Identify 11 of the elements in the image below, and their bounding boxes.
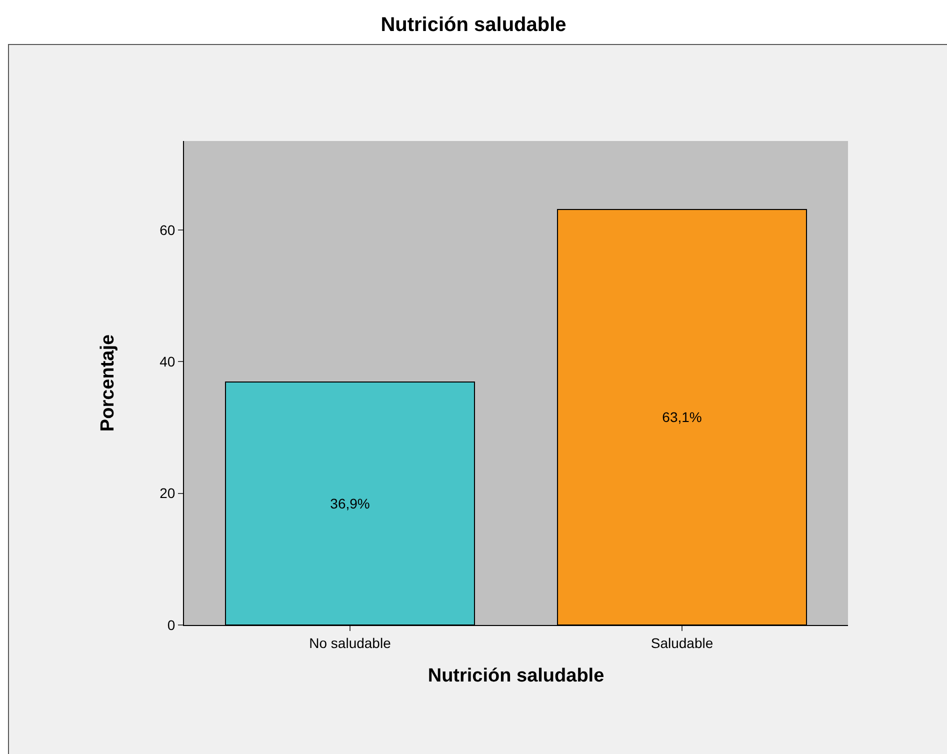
chart-title: Nutrición saludable: [380, 14, 568, 37]
x-tick-label: Saludable: [650, 634, 714, 651]
x-axis-title: Nutrición saludable: [428, 666, 604, 687]
y-tick-label: 60: [160, 222, 176, 238]
y-tick-label: 20: [160, 485, 176, 502]
y-axis-title: Porcentaje: [97, 334, 118, 432]
y-tick-label: 40: [160, 354, 176, 370]
x-tick-label: No saludable: [309, 634, 392, 651]
y-tick-label: 0: [167, 616, 176, 633]
data-label: 36,9%: [330, 496, 370, 512]
data-label: 63,1%: [662, 409, 702, 426]
